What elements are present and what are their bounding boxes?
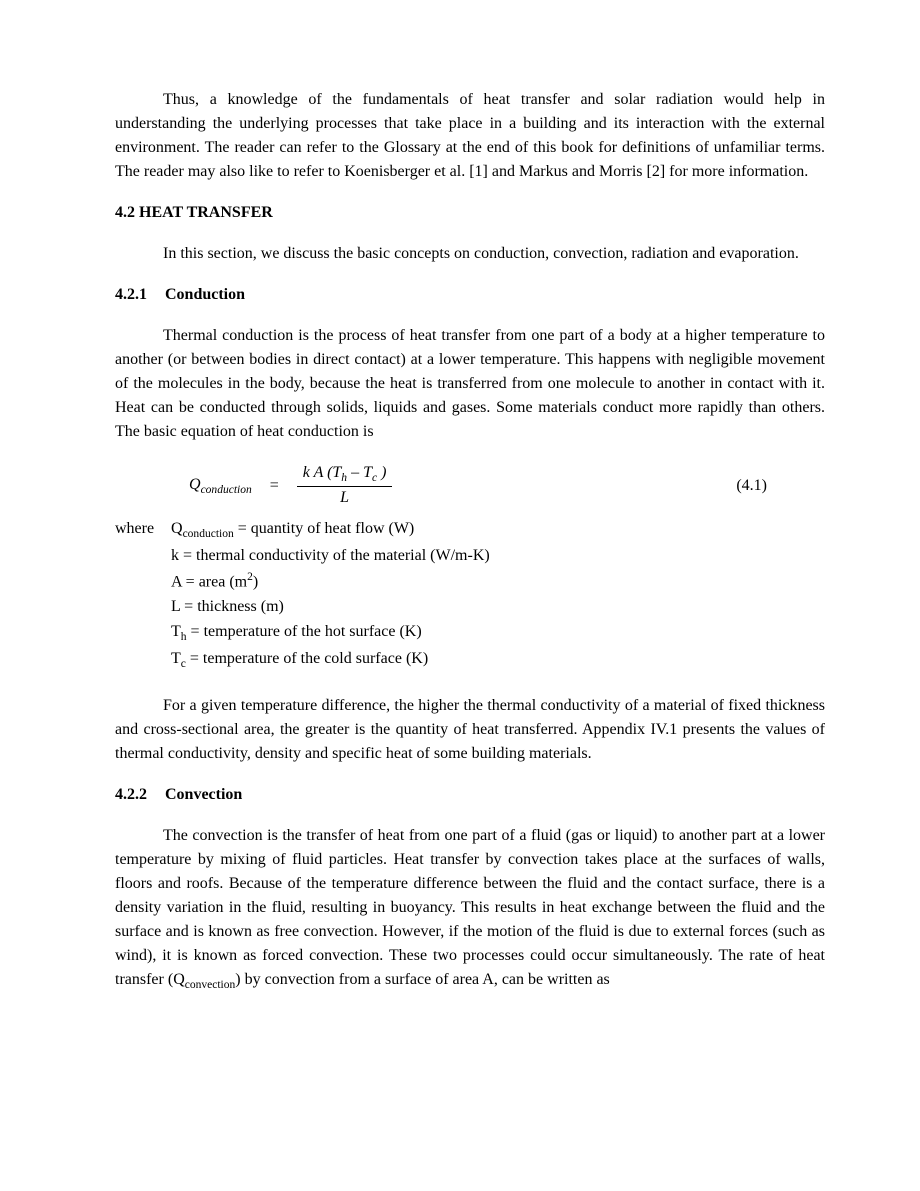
equation-number: (4.1)	[736, 477, 767, 495]
def-k: k = thermal conductivity of the material…	[115, 544, 825, 569]
where-label: where	[115, 517, 171, 544]
def-l: L = thickness (m)	[115, 595, 825, 620]
equation-4-1: Qconduction = k A (Th – Tc ) L (4.1)	[189, 464, 825, 507]
def-a: A = area (m2)	[115, 569, 825, 595]
heading-number: 4.2.2	[115, 786, 165, 804]
heading-4-2-2: 4.2.2Convection	[115, 786, 825, 804]
fraction-denominator: L	[340, 487, 349, 507]
conduction-paragraph-2: For a given temperature difference, the …	[115, 694, 825, 766]
heading-4-2: 4.2 HEAT TRANSFER	[115, 204, 825, 222]
section-4-2-intro: In this section, we discuss the basic co…	[115, 242, 825, 266]
where-line-1: where Qconduction = quantity of heat flo…	[115, 517, 825, 544]
where-definitions: where Qconduction = quantity of heat flo…	[115, 517, 825, 674]
equation-fraction: k A (Th – Tc ) L	[297, 464, 393, 507]
convection-paragraph-1: The convection is the transfer of heat f…	[115, 824, 825, 994]
heading-4-2-1: 4.2.1Conduction	[115, 286, 825, 304]
conduction-paragraph-1: Thermal conduction is the process of hea…	[115, 324, 825, 444]
def-th: Th = temperature of the hot surface (K)	[115, 620, 825, 647]
def-tc: Tc = temperature of the cold surface (K)	[115, 647, 825, 674]
eq-symbol: Q	[189, 476, 201, 493]
fraction-numerator: k A (Th – Tc )	[297, 464, 393, 487]
eq-subscript: conduction	[201, 484, 252, 496]
heading-title: Conduction	[165, 286, 245, 303]
equals-sign: =	[270, 477, 279, 495]
heading-number: 4.2.1	[115, 286, 165, 304]
equation-lhs: Qconduction	[189, 476, 252, 496]
def-q-conduction: Qconduction = quantity of heat flow (W)	[171, 517, 414, 544]
intro-paragraph: Thus, a knowledge of the fundamentals of…	[115, 88, 825, 184]
heading-title: Convection	[165, 786, 242, 803]
